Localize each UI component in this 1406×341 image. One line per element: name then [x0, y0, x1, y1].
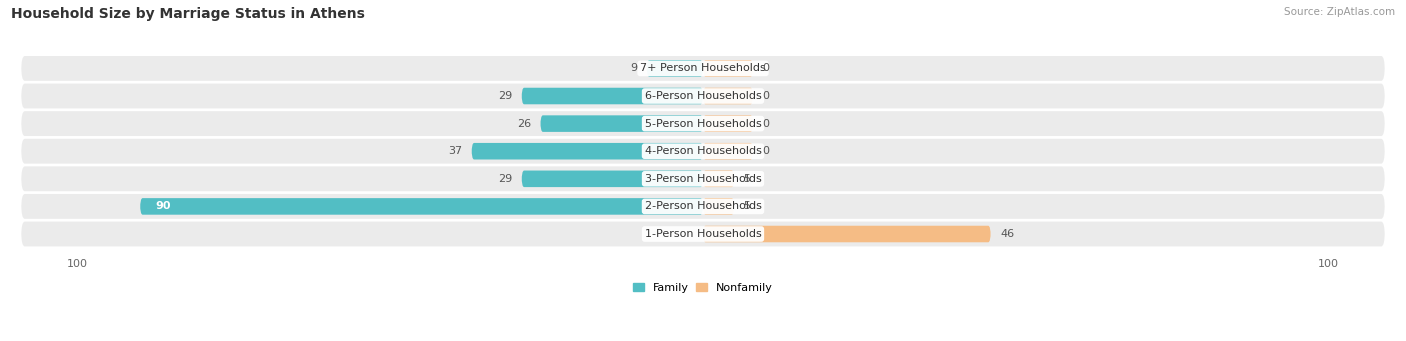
Text: 2-Person Households: 2-Person Households — [644, 202, 762, 211]
Text: 37: 37 — [449, 146, 463, 156]
Text: Source: ZipAtlas.com: Source: ZipAtlas.com — [1284, 7, 1395, 17]
Text: 9: 9 — [630, 63, 637, 73]
FancyBboxPatch shape — [21, 84, 1385, 108]
Text: 5-Person Households: 5-Person Households — [644, 119, 762, 129]
Text: 3-Person Households: 3-Person Households — [644, 174, 762, 184]
Text: 0: 0 — [762, 91, 769, 101]
FancyBboxPatch shape — [471, 143, 703, 160]
Legend: Family, Nonfamily: Family, Nonfamily — [633, 283, 773, 293]
FancyBboxPatch shape — [21, 111, 1385, 136]
FancyBboxPatch shape — [21, 222, 1385, 247]
Text: 5: 5 — [744, 174, 751, 184]
Text: 6-Person Households: 6-Person Households — [644, 91, 762, 101]
FancyBboxPatch shape — [647, 60, 703, 77]
Text: 26: 26 — [517, 119, 531, 129]
Text: 0: 0 — [762, 63, 769, 73]
FancyBboxPatch shape — [703, 115, 754, 132]
Text: 29: 29 — [498, 174, 512, 184]
Text: 1-Person Households: 1-Person Households — [644, 229, 762, 239]
FancyBboxPatch shape — [522, 170, 703, 187]
FancyBboxPatch shape — [703, 226, 991, 242]
FancyBboxPatch shape — [141, 198, 703, 215]
Text: 4-Person Households: 4-Person Households — [644, 146, 762, 156]
Text: 29: 29 — [498, 91, 512, 101]
FancyBboxPatch shape — [522, 88, 703, 104]
Text: 0: 0 — [762, 146, 769, 156]
Text: 7+ Person Households: 7+ Person Households — [640, 63, 766, 73]
Text: 0: 0 — [762, 119, 769, 129]
FancyBboxPatch shape — [703, 88, 754, 104]
FancyBboxPatch shape — [21, 166, 1385, 191]
Text: 5: 5 — [744, 202, 751, 211]
Text: 46: 46 — [1000, 229, 1014, 239]
Text: 90: 90 — [156, 202, 172, 211]
FancyBboxPatch shape — [21, 194, 1385, 219]
FancyBboxPatch shape — [703, 60, 754, 77]
FancyBboxPatch shape — [703, 170, 734, 187]
FancyBboxPatch shape — [21, 56, 1385, 81]
FancyBboxPatch shape — [540, 115, 703, 132]
FancyBboxPatch shape — [703, 198, 734, 215]
FancyBboxPatch shape — [703, 143, 754, 160]
FancyBboxPatch shape — [21, 139, 1385, 164]
Text: Household Size by Marriage Status in Athens: Household Size by Marriage Status in Ath… — [11, 7, 366, 21]
